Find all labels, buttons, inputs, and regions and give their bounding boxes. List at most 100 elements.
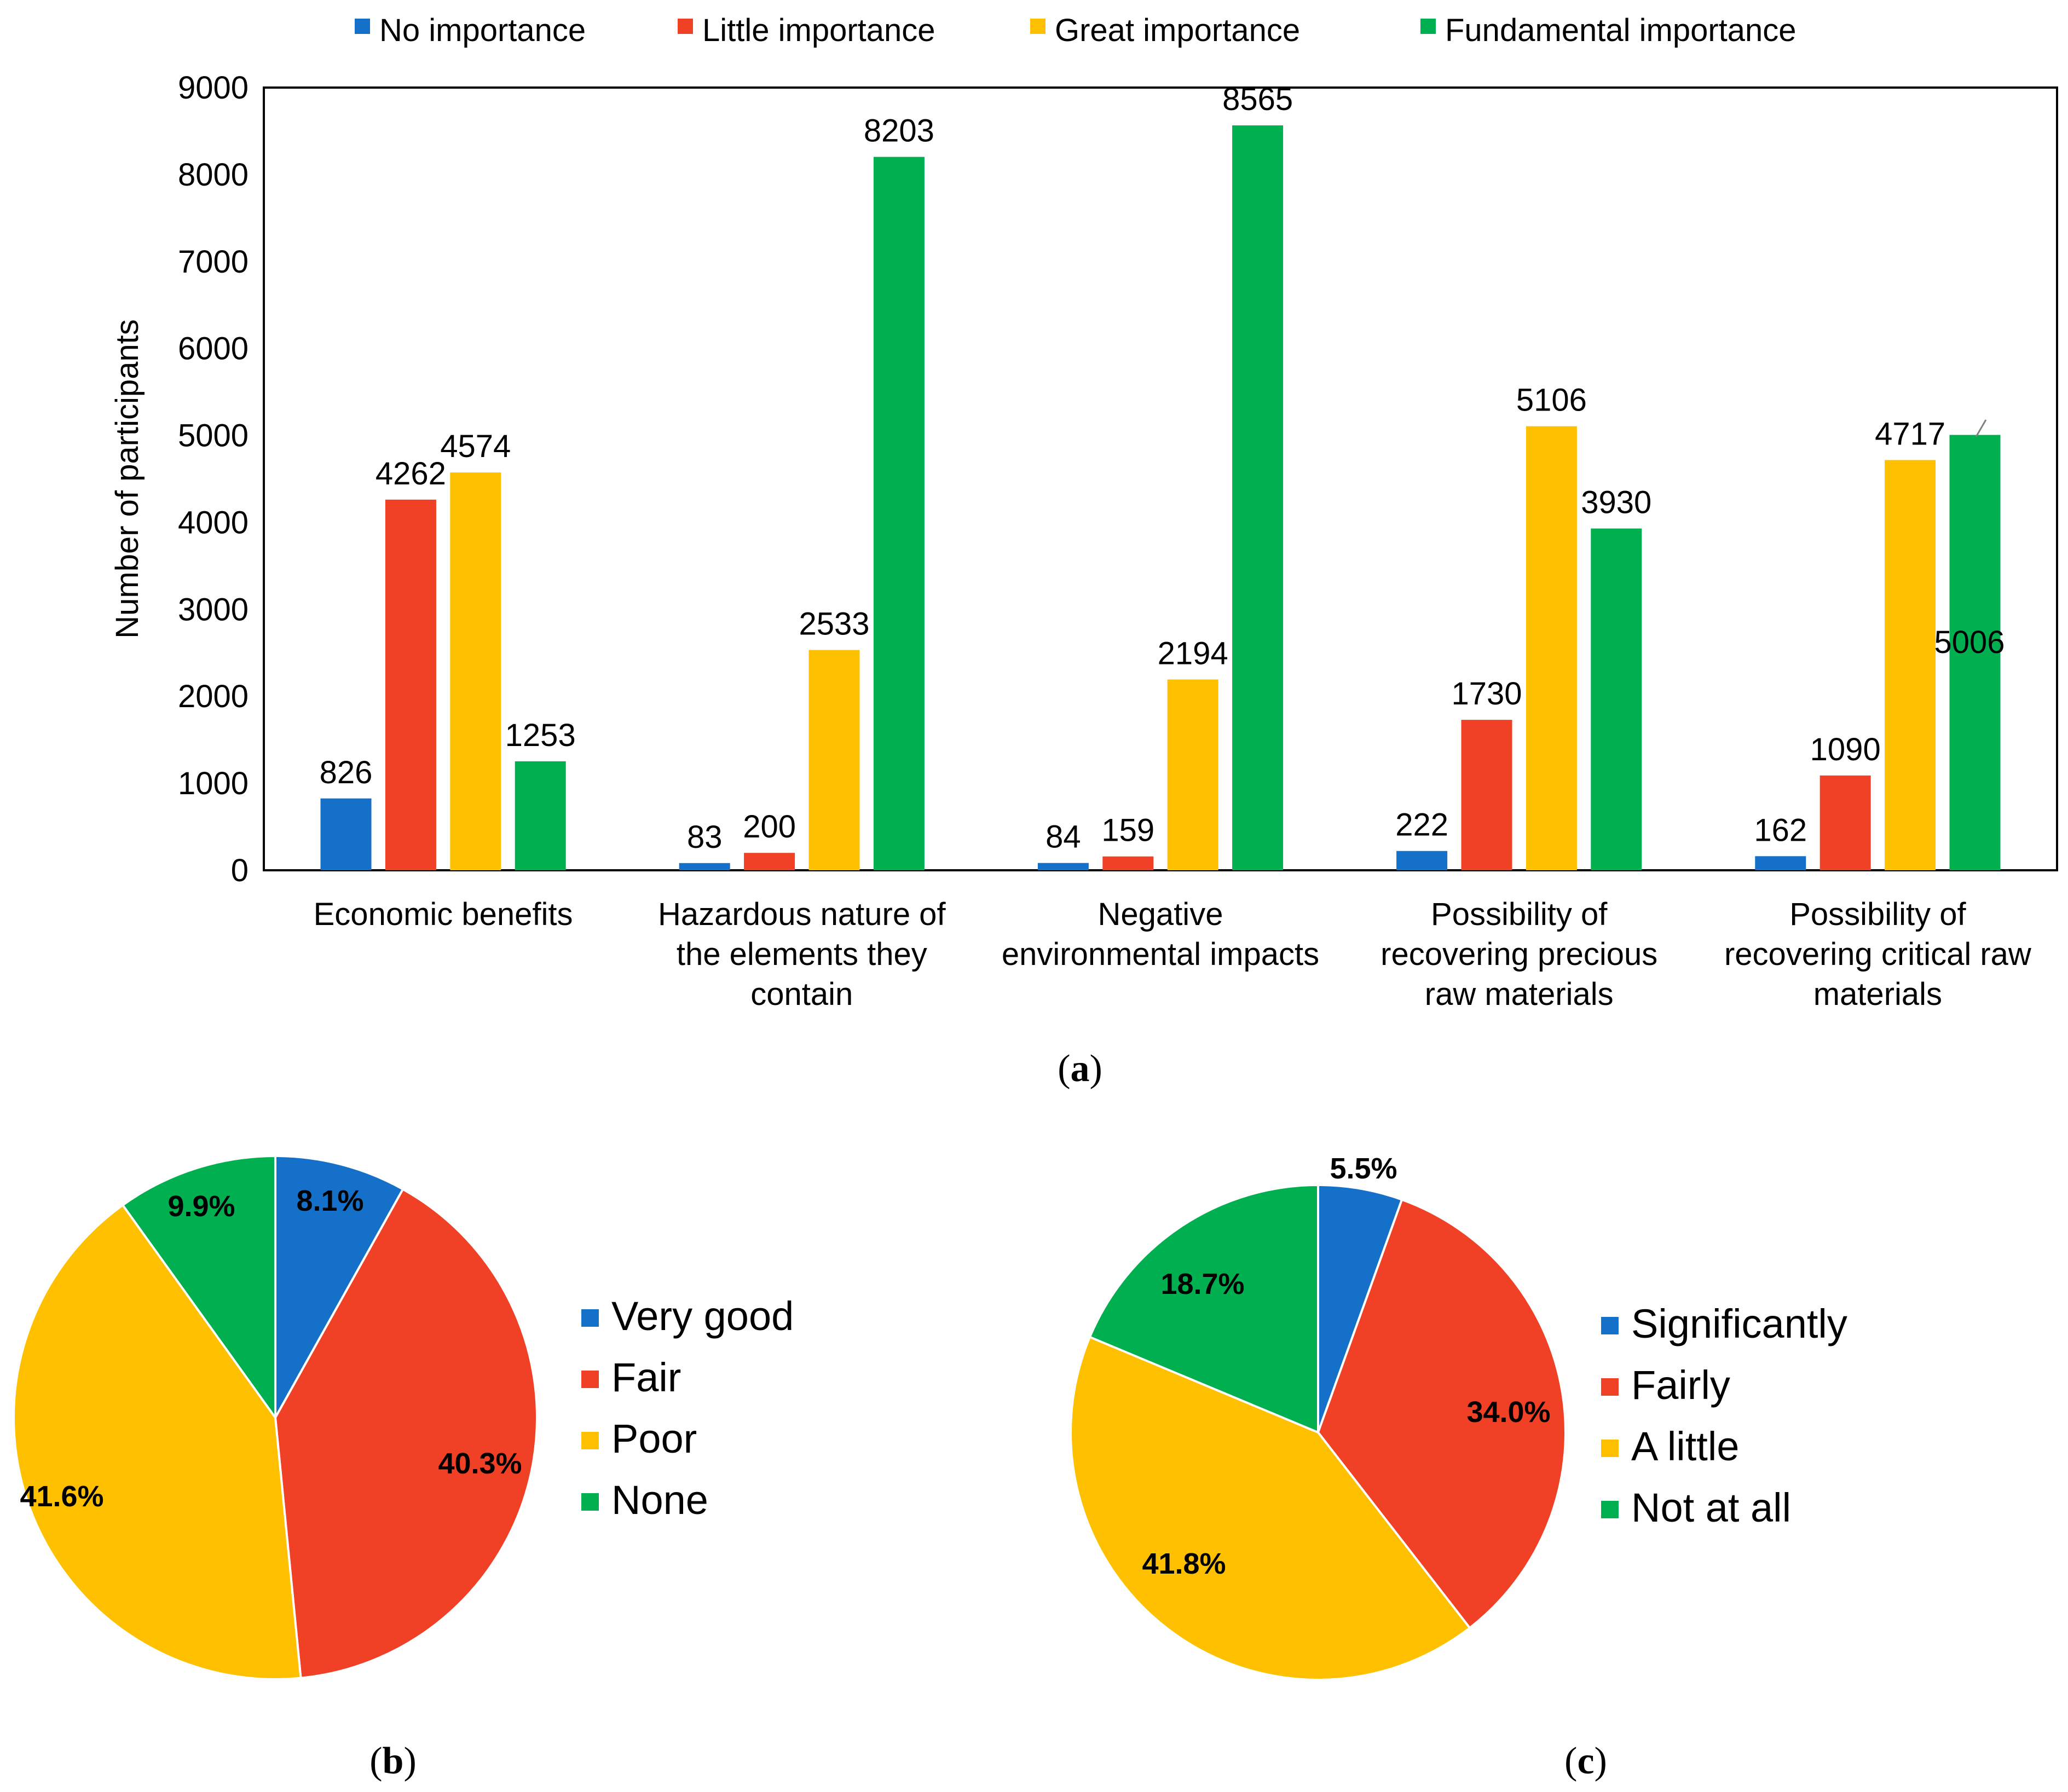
plot-frame [263, 86, 2058, 871]
pie-slice [121, 1154, 276, 1421]
bar-data-label: 4262 [376, 456, 446, 492]
legend-label: Poor [611, 1416, 697, 1461]
legend-swatch [581, 1493, 599, 1511]
pie-slice [274, 1187, 538, 1679]
bar [873, 157, 925, 871]
legend-item: A little [1601, 1424, 1739, 1469]
pie-slices-c [1070, 1183, 1567, 1681]
bar-data-label: 162 [1754, 812, 1807, 848]
bar [1591, 528, 1642, 870]
bar-data-label: 8203 [864, 113, 934, 149]
legend-swatch [1601, 1440, 1619, 1457]
pie-slice [1088, 1183, 1319, 1435]
bar-data-label: 1730 [1451, 676, 1522, 712]
bar [1461, 720, 1512, 870]
x-tick-label: Possibility of recovering precious raw mat… [1380, 897, 1657, 1012]
bar [320, 798, 372, 870]
legend-item: Great importance [1030, 13, 1300, 48]
x-tick-label-line: environmental impacts [1002, 937, 1319, 972]
pie-legend-b: Very good Fair Poor None [581, 1293, 794, 1523]
bar-data-label: 4574 [440, 429, 511, 464]
y-tick-label: 1000 [178, 766, 249, 801]
x-tick-label-line: Economic benefits [314, 897, 573, 932]
pie-data-label: 8.1% [296, 1184, 363, 1217]
y-tick-label: 0 [231, 853, 249, 888]
legend-swatch [1030, 19, 1045, 34]
data-label-leader-line [1975, 419, 1987, 437]
legend-label: Significantly [1631, 1301, 1847, 1346]
bar [1819, 775, 1871, 870]
legend-item: Not at all [1601, 1485, 1791, 1530]
legend-swatch [1601, 1317, 1619, 1334]
x-tick-label: Possibility of recovering critical raw mat… [1724, 897, 2032, 1012]
bar [1949, 435, 2001, 870]
bar [1167, 679, 1218, 870]
legend-item: Fairly [1601, 1362, 1730, 1408]
bar-data-label: 3930 [1581, 485, 1651, 521]
y-tick-label: 2000 [178, 679, 249, 714]
pie-slice [1317, 1183, 1403, 1433]
x-tick-label-line: materials [1813, 976, 1942, 1012]
bar-data-label: 2194 [1158, 635, 1228, 671]
pie-data-label: 41.6% [20, 1480, 103, 1513]
bar [1885, 460, 1936, 870]
legend-swatch [678, 19, 693, 34]
bar-data-label: 1090 [1810, 732, 1881, 767]
bar [1232, 125, 1284, 870]
x-tick-label: Hazardous nature of the elements they cont… [658, 897, 946, 1012]
y-tick-label: 6000 [178, 331, 249, 367]
pie-data-label: 9.9% [167, 1190, 235, 1223]
bar-data-label: 200 [743, 809, 796, 845]
legend-item: No importance [355, 13, 586, 48]
bar-data-label: 84 [1045, 819, 1081, 855]
bar-data-labels: 826 83 84 222 162 4262 200 159 1730 1090 4574 2533 2… [320, 82, 2005, 855]
x-tick-label-line: Negative [1098, 897, 1223, 932]
legend-label: A little [1631, 1424, 1739, 1469]
bar-data-label: 5106 [1516, 383, 1587, 418]
bar [1396, 851, 1448, 870]
legend-item: Very good [581, 1293, 794, 1339]
y-tick-label: 4000 [178, 505, 249, 540]
legend-swatch [1601, 1378, 1619, 1396]
y-tick-label: 8000 [178, 157, 249, 193]
pie-data-label: 18.7% [1160, 1268, 1244, 1300]
legend-label: Fairly [1631, 1362, 1730, 1408]
bar-legend: No importance Little importance Great impo… [355, 13, 1796, 48]
bar-data-label: 1253 [505, 718, 576, 753]
pie-labels-c: 5.5% 34.0% 41.8% 18.7% [1142, 1152, 1550, 1580]
pie-data-label: 41.8% [1142, 1547, 1226, 1580]
x-tick-label-line: the elements they [677, 937, 927, 972]
pie-chart-b: 8.1% 40.3% 41.6% 9.9% Very good Fair Poor None… [13, 1154, 794, 1782]
x-tick-label: Economic benefits [314, 897, 573, 932]
bar [385, 499, 436, 870]
y-tick-label: 7000 [178, 244, 249, 280]
x-tick-label-line: recovering precious [1380, 937, 1657, 972]
bar [515, 761, 566, 870]
legend-label: No importance [379, 13, 586, 48]
legend-label: Little importance [702, 13, 935, 48]
pie-legend-c: Significantly Fairly A little Not at all [1601, 1301, 1847, 1530]
bar-chart-a: No importance Little importance Great impo… [109, 13, 2058, 1090]
legend-item: Fair [581, 1355, 681, 1400]
pie-data-label: 40.3% [438, 1447, 522, 1480]
bar-data-label: 8565 [1222, 82, 1293, 117]
x-tick-label-line: raw materials [1425, 976, 1614, 1012]
legend-swatch [581, 1371, 599, 1388]
bar [450, 472, 501, 870]
pie-slices-b [13, 1154, 538, 1680]
bar-data-label: 826 [320, 755, 373, 790]
legend-label: Fundamental importance [1445, 13, 1796, 48]
bar [1102, 856, 1154, 870]
legend-label: Very good [611, 1293, 794, 1339]
legend-item: Significantly [1601, 1301, 1847, 1346]
bar-axes: 0 1000 2000 3000 4000 5000 6000 7000 8000 9000 Eco… [178, 70, 2058, 1012]
caption-a: (a) [1058, 1048, 1102, 1090]
bar-data-label: 83 [687, 819, 723, 855]
pie-data-label: 5.5% [1330, 1152, 1397, 1185]
caption-c: (c) [1564, 1740, 1607, 1782]
legend-item: None [581, 1477, 708, 1523]
x-tick-label-line: Hazardous nature of [658, 897, 946, 932]
legend-swatch [355, 19, 370, 34]
pie-slice [1316, 1198, 1567, 1629]
